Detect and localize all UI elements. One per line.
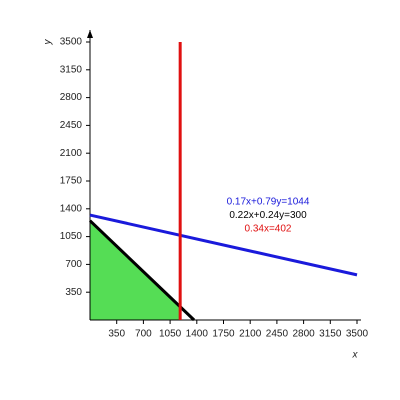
y-tick-label: 3500 — [60, 37, 83, 48]
y-tick-label: 350 — [65, 287, 82, 298]
x-tick-label: 3500 — [346, 329, 369, 340]
legend-label: 0.17x+0.79y=1044 — [227, 197, 310, 208]
feasible-region — [90, 220, 181, 320]
x-tick-label: 700 — [135, 329, 152, 340]
x-tick-label: 1750 — [212, 329, 235, 340]
constraint-line — [89, 213, 358, 277]
x-tick-label: 3150 — [319, 329, 342, 340]
legend-label: 0.34x=402 — [245, 224, 292, 235]
y-tick-label: 1750 — [60, 176, 83, 187]
x-tick-label: 2450 — [266, 329, 289, 340]
y-tick-label: 2450 — [60, 120, 83, 131]
y-tick-label: 1400 — [60, 203, 83, 214]
legend-label: 0.22x+0.24y=300 — [229, 210, 307, 221]
y-tick-label: 1050 — [60, 231, 83, 242]
y-tick-label: 3150 — [60, 64, 83, 75]
y-tick-label: 2800 — [60, 92, 83, 103]
x-tick-label: 2800 — [292, 329, 315, 340]
constraint-line — [88, 219, 196, 322]
x-tick-label: 350 — [108, 329, 125, 340]
y-axis-arrow — [87, 30, 93, 38]
x-tick-label: 1400 — [186, 329, 209, 340]
x-tick-label: 1050 — [159, 329, 182, 340]
y-tick-label: 2100 — [60, 148, 83, 159]
x-axis-label: x — [352, 350, 359, 361]
y-tick-label: 700 — [65, 259, 82, 270]
y-axis-label: y — [43, 39, 54, 46]
x-tick-label: 2100 — [239, 329, 262, 340]
